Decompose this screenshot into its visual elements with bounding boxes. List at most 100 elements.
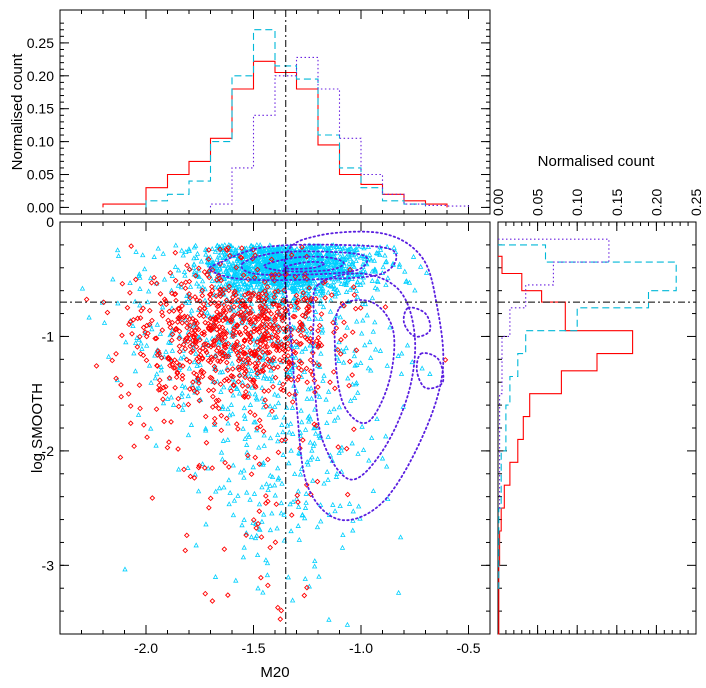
cyan-point [284,422,291,428]
red-point [265,316,272,323]
red-point [187,473,194,480]
red-point [264,284,271,290]
cyan-point [308,395,315,401]
red-point [244,290,251,297]
cyan-point [294,251,301,257]
red-point [169,319,176,326]
red-point [287,303,294,309]
cyan-point [241,412,248,418]
cyan-point [347,286,353,292]
cyan-point [238,266,244,272]
cyan-point [241,474,247,480]
red-point [212,337,219,344]
cyan-point [269,474,276,480]
cyan-point [324,256,330,262]
red-point [275,604,281,611]
cyan-point [275,432,281,437]
cyan-point [183,249,189,255]
cyan-point [217,254,223,260]
red-point [265,582,271,589]
red-point [215,397,222,404]
red-point [186,266,193,273]
cyan-point [383,258,390,264]
red-point [292,391,298,398]
red-point [250,379,256,386]
cyan-point [145,288,152,294]
cyan-point [191,261,197,267]
cyan-point [259,258,265,264]
cyan-point [191,244,198,250]
cyan-point [404,342,411,348]
cyan-point [316,393,323,399]
red-point [298,332,304,339]
cyan-point [357,282,364,288]
cyan-point [325,388,332,394]
cyan-point [193,255,200,260]
cyan-point [277,379,283,385]
red-point [219,355,226,362]
red-point [278,607,285,614]
red-point [257,354,263,361]
red-point [208,375,215,382]
red-point [279,437,285,444]
red-point [312,389,318,396]
cyan-point [399,350,405,356]
cyan-point [336,404,343,410]
red-point [199,287,206,294]
red-point [153,335,160,342]
cyan-point [182,272,188,278]
cyan-point [175,282,182,288]
cyan-point [184,293,190,298]
cyan-point [221,263,228,269]
red-point [238,309,244,315]
cyan-point [134,334,140,340]
red-point [143,322,150,329]
cyan-point [248,534,255,540]
red-point [270,342,276,349]
main-xtick-label: -1.5 [241,640,265,656]
cyan-point [383,433,389,439]
red-point [159,312,166,319]
cyan-point [237,277,243,283]
red-point [247,295,253,302]
red-point [169,290,175,297]
red-point [225,287,232,294]
red-point [270,341,277,347]
cyan-point [169,347,176,353]
cyan-point [291,285,298,291]
red-point [223,359,230,366]
cyan-point [372,268,379,274]
red-point [149,495,156,501]
cyan-point [294,495,300,501]
cyan-point [292,258,299,264]
cyan-point [286,429,292,435]
cyan-point [360,447,367,453]
cyan-point [359,423,365,429]
cyan-point [248,242,254,248]
red-point [207,296,214,302]
red-point [247,305,253,311]
red-point [119,332,125,339]
cyan-point [280,452,286,457]
red-point [208,327,215,333]
red-point [257,423,264,430]
red-point [245,356,252,363]
cyan-point [412,287,418,293]
red-point [196,380,202,386]
red-point [163,301,170,308]
cyan-point [185,393,191,399]
red-point [222,309,229,316]
cyan-point [330,256,337,262]
cyan-point [170,402,177,407]
cyan-point [350,262,356,268]
red-point [252,364,259,371]
cyan-point [316,573,322,579]
cyan-point [298,466,305,471]
cyan-point [338,281,344,286]
red-point [188,349,194,356]
main-scatter-panel: -2.0 -1.5 -1.0 -0.5 0 -1 -2 -3 M20 log SMOOTH [29,214,491,681]
cyan-point [334,470,340,476]
red-point [218,412,225,419]
red-point [180,341,187,348]
red-point [149,317,155,324]
